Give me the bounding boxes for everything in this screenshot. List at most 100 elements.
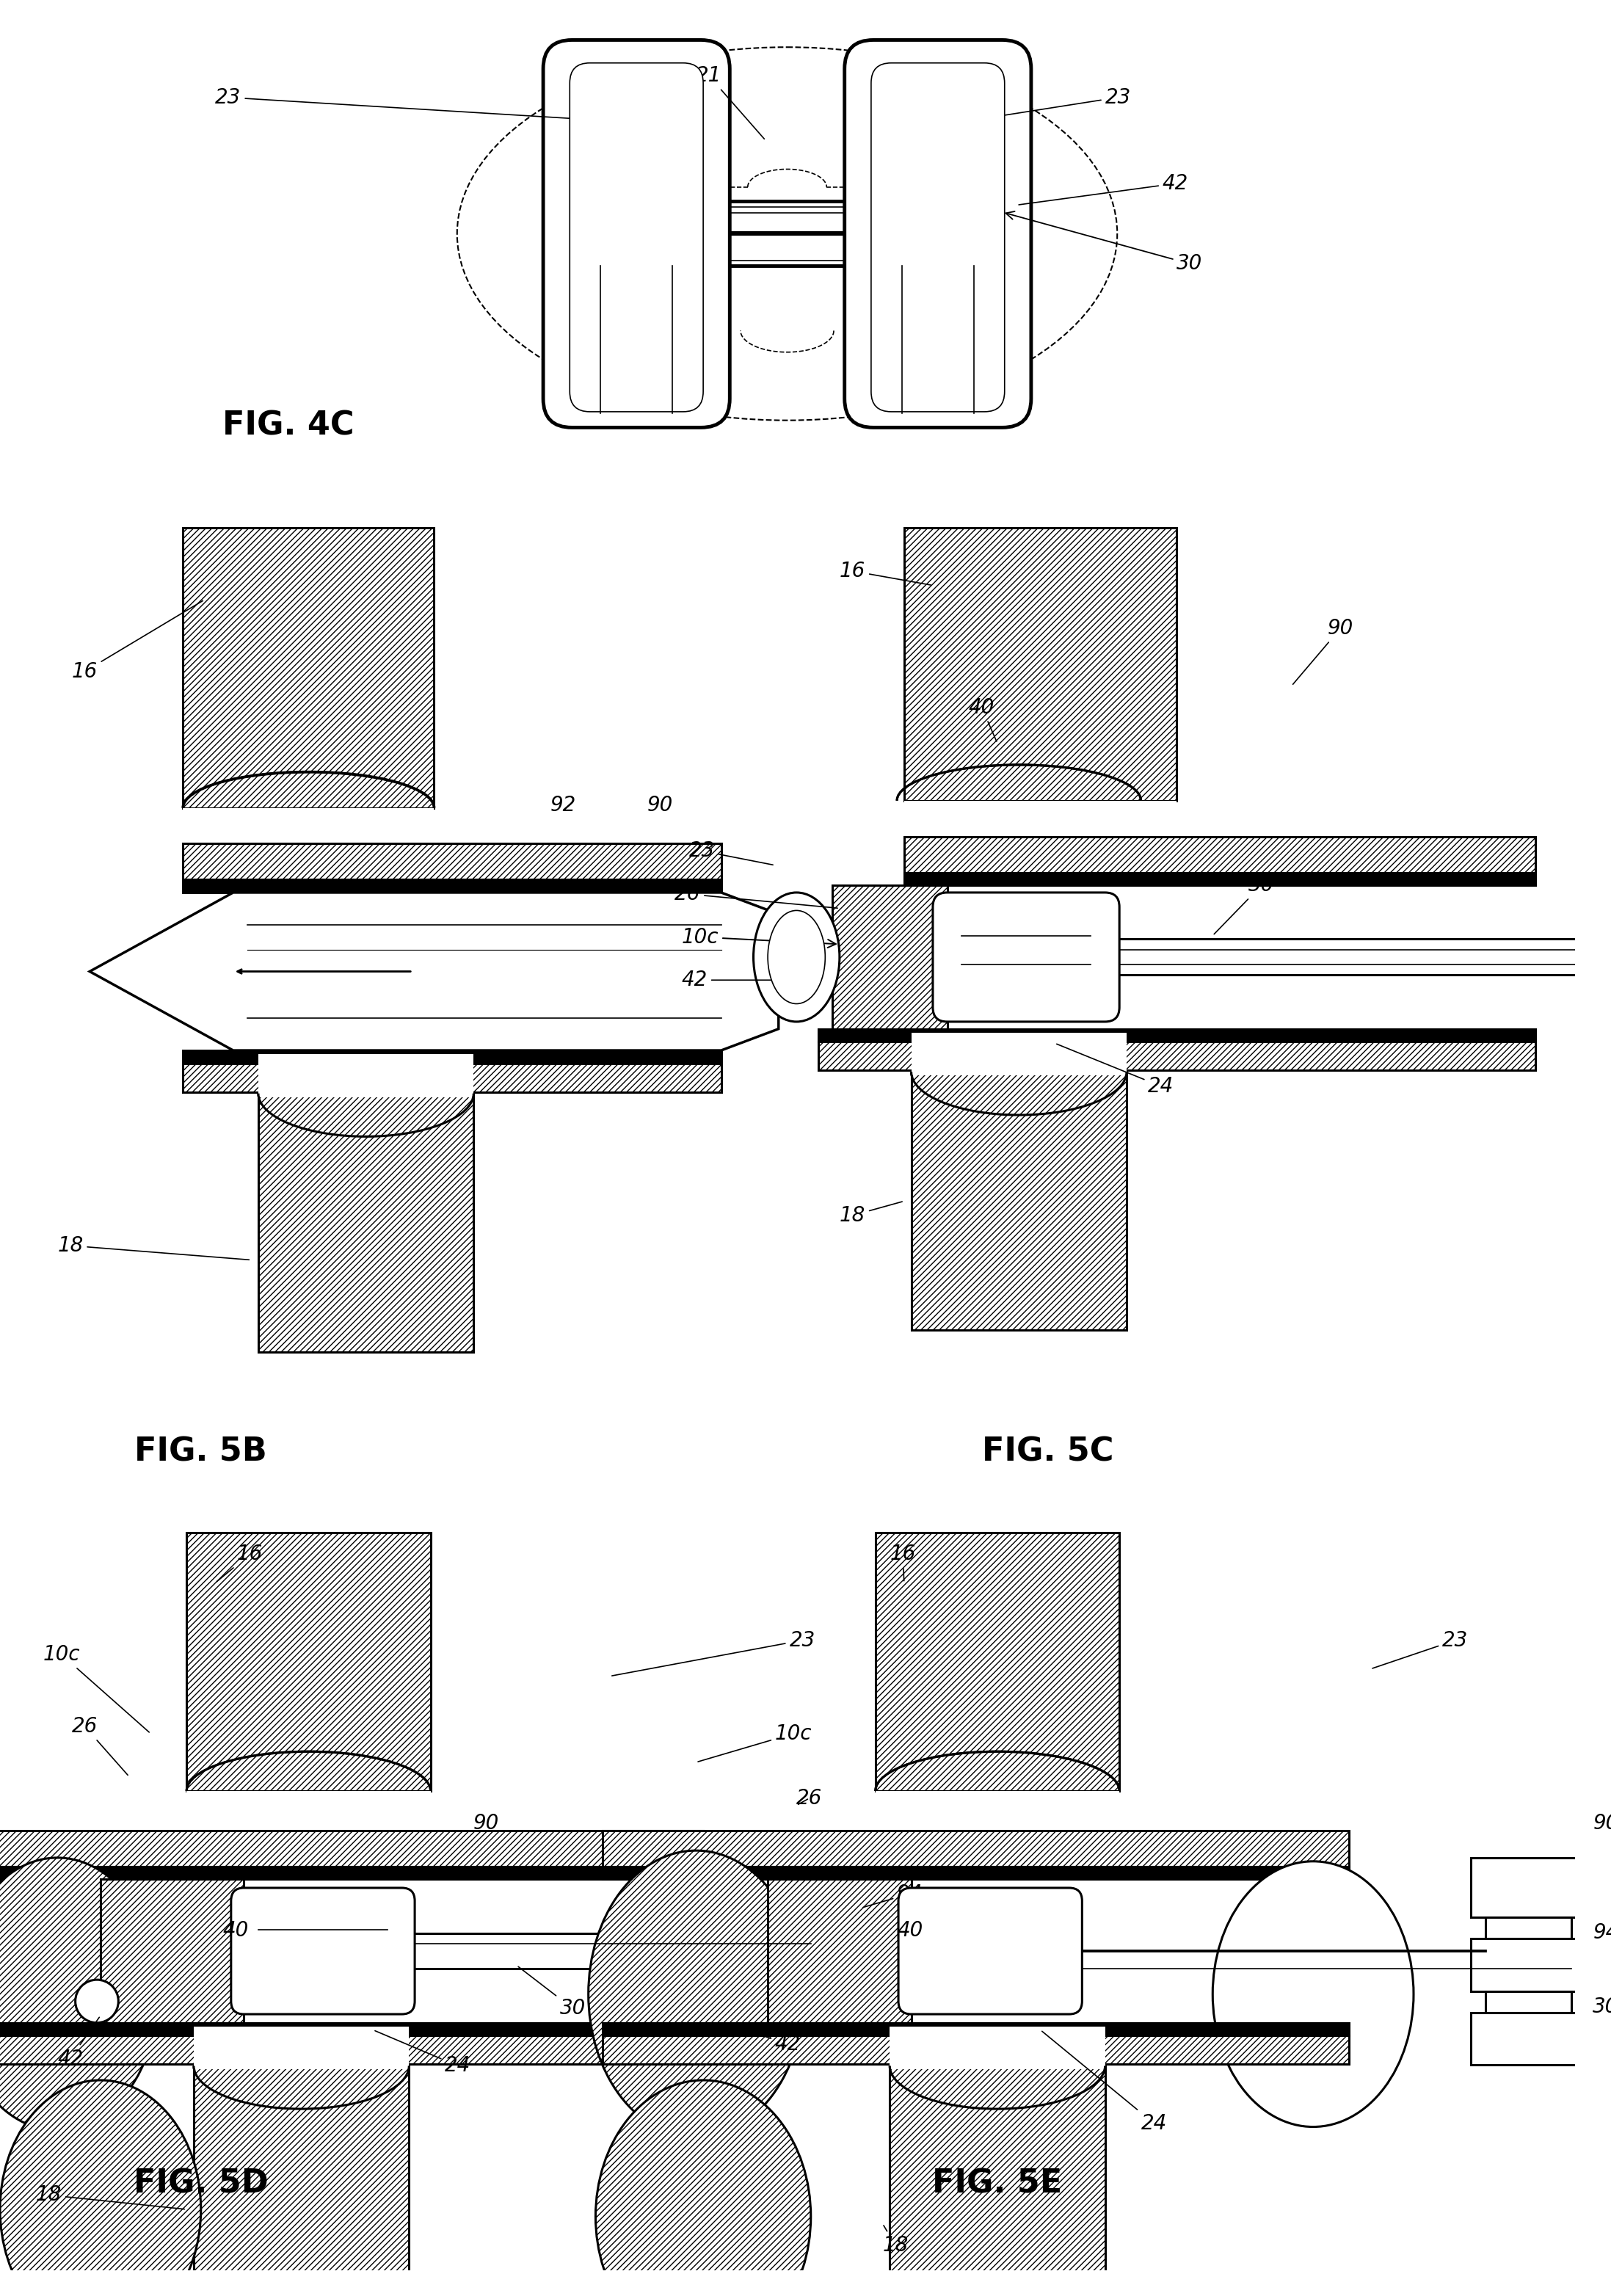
Text: 18: 18: [839, 1201, 902, 1226]
Bar: [184, 879, 722, 893]
Text: 90: 90: [1593, 1814, 1611, 1835]
Text: FIG. 5C: FIG. 5C: [981, 1435, 1113, 1467]
FancyBboxPatch shape: [570, 62, 702, 411]
Text: 26: 26: [796, 1789, 822, 1809]
Text: 30: 30: [1593, 1998, 1611, 2018]
Text: 18: 18: [35, 2186, 185, 2209]
Text: 24: 24: [1042, 2032, 1166, 2133]
Bar: [1485, 1991, 1571, 2014]
Bar: [1485, 1917, 1571, 1938]
FancyBboxPatch shape: [872, 62, 1005, 411]
Bar: [1105, 939, 1579, 976]
Text: 18: 18: [58, 1235, 250, 1261]
Bar: [768, 1878, 912, 2023]
Text: 16: 16: [839, 560, 931, 585]
Bar: [0, 1867, 702, 1878]
Bar: [184, 808, 433, 847]
Bar: [603, 2023, 1348, 2037]
Ellipse shape: [0, 1857, 158, 2131]
Bar: [889, 2027, 1105, 2069]
Ellipse shape: [76, 1979, 118, 2023]
Bar: [603, 1830, 1348, 1867]
FancyBboxPatch shape: [899, 1887, 1083, 2014]
Text: 10c: 10c: [43, 1644, 150, 1731]
Text: 23: 23: [690, 840, 773, 866]
Text: 18: 18: [883, 2225, 909, 2255]
Ellipse shape: [596, 2080, 810, 2296]
Text: 23: 23: [216, 87, 577, 119]
Bar: [912, 1072, 1126, 1329]
Text: 90: 90: [1294, 618, 1353, 684]
Bar: [912, 1033, 1126, 1075]
Text: 42: 42: [1018, 172, 1189, 204]
Text: 26: 26: [72, 1715, 127, 1775]
Bar: [0, 2023, 702, 2037]
Bar: [1471, 2014, 1585, 2064]
Bar: [694, 202, 881, 266]
Bar: [193, 2027, 409, 2069]
Text: 40: 40: [897, 1919, 923, 1940]
Ellipse shape: [0, 2080, 201, 2296]
Bar: [184, 1049, 722, 1063]
Bar: [603, 2037, 1348, 2064]
Bar: [0, 2037, 702, 2064]
Text: FIG. 5B: FIG. 5B: [135, 1435, 267, 1467]
Bar: [889, 2066, 1105, 2296]
Text: 40: 40: [968, 698, 997, 742]
Text: 10c: 10c: [681, 928, 836, 948]
Text: 23: 23: [983, 87, 1131, 119]
Text: 92: 92: [551, 794, 577, 815]
Bar: [904, 528, 1176, 801]
Bar: [603, 1867, 1348, 1878]
Bar: [401, 1933, 810, 1970]
Bar: [1471, 1938, 1585, 1991]
Bar: [184, 1063, 722, 1093]
Text: 10c: 10c: [698, 1724, 812, 1761]
Text: 24: 24: [1057, 1045, 1174, 1097]
Text: 30: 30: [1215, 875, 1274, 934]
Text: 26: 26: [675, 884, 838, 909]
Ellipse shape: [1213, 1862, 1413, 2126]
Text: 94: 94: [863, 1883, 923, 1908]
Text: 90: 90: [648, 794, 673, 815]
Bar: [187, 1534, 430, 1791]
Bar: [258, 1054, 474, 1097]
Bar: [187, 1791, 430, 1835]
Bar: [1471, 1857, 1585, 1917]
FancyBboxPatch shape: [230, 1887, 414, 2014]
Polygon shape: [90, 893, 778, 1049]
Text: 42: 42: [58, 2018, 100, 2069]
Bar: [818, 1042, 1535, 1070]
Bar: [818, 1029, 1535, 1042]
Text: 30: 30: [519, 1968, 585, 2018]
Text: 40: 40: [222, 1919, 248, 1940]
Text: 23: 23: [612, 1630, 815, 1676]
Text: FIG. 5E: FIG. 5E: [933, 2167, 1062, 2200]
Bar: [875, 1534, 1120, 1791]
FancyBboxPatch shape: [844, 39, 1031, 427]
Text: FIG. 5D: FIG. 5D: [134, 2167, 269, 2200]
Bar: [184, 843, 722, 879]
Text: 16: 16: [217, 1543, 263, 1582]
Ellipse shape: [588, 1851, 804, 2138]
Ellipse shape: [754, 893, 839, 1022]
Bar: [904, 836, 1535, 872]
Bar: [258, 1093, 474, 1352]
FancyBboxPatch shape: [543, 39, 730, 427]
Text: 94: 94: [1593, 1922, 1611, 1942]
Bar: [0, 1830, 702, 1867]
Text: 16: 16: [889, 1543, 915, 1582]
Text: FIG. 4C: FIG. 4C: [222, 409, 354, 441]
Text: 30: 30: [1005, 211, 1203, 273]
Bar: [904, 872, 1535, 886]
Bar: [184, 528, 433, 808]
Ellipse shape: [458, 48, 1118, 420]
Bar: [904, 801, 1176, 840]
Text: 42: 42: [681, 969, 802, 990]
Bar: [833, 886, 947, 1029]
FancyBboxPatch shape: [933, 893, 1120, 1022]
Ellipse shape: [768, 912, 825, 1003]
Text: 90: 90: [474, 1814, 499, 1835]
Text: 16: 16: [72, 602, 203, 682]
Text: 24: 24: [375, 2030, 470, 2076]
